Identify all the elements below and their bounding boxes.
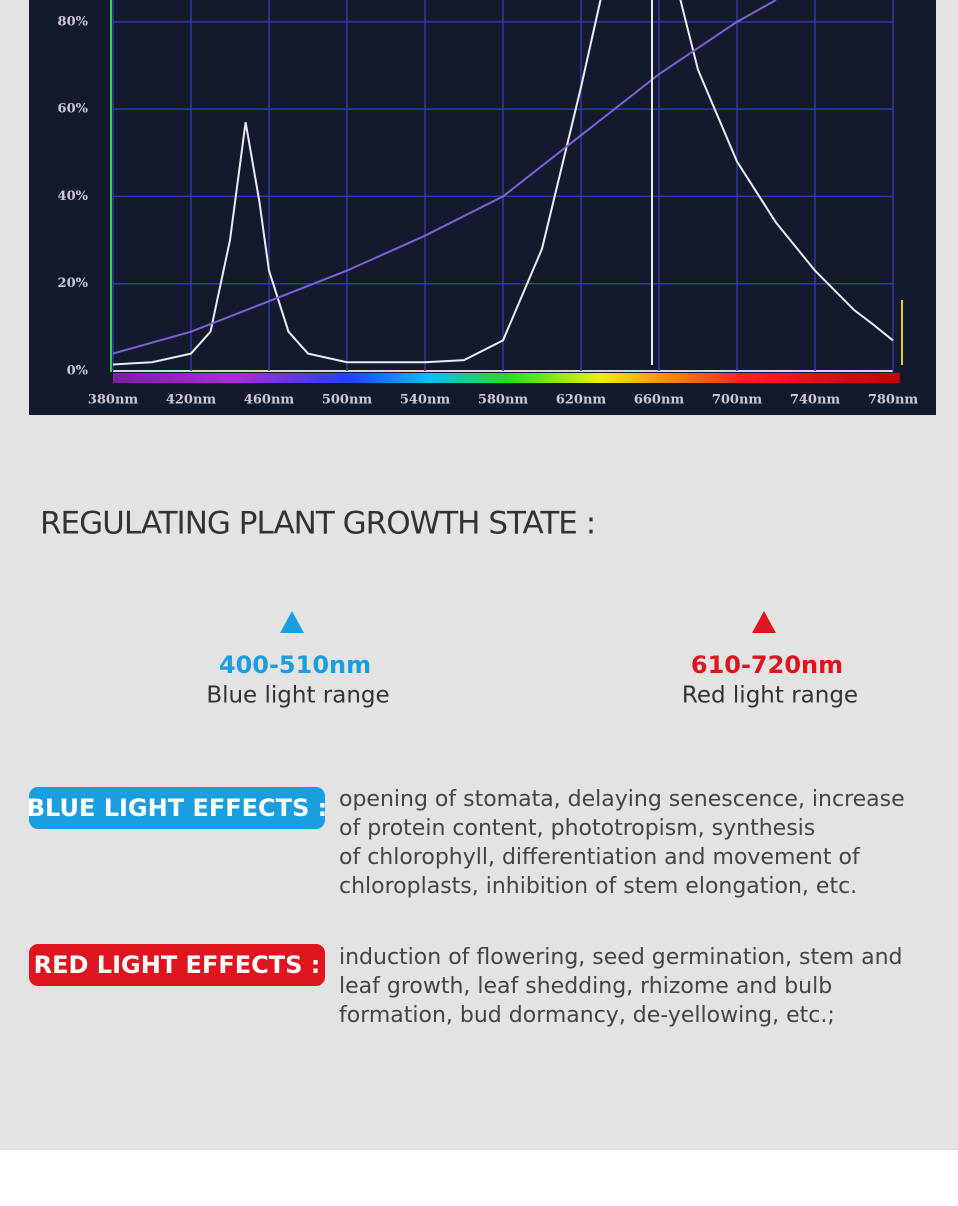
x-tick-label: 380nm bbox=[88, 393, 139, 408]
chart: 0% 20% 40% 60% 80% 380nm 420nm 460nm 500nm 540nm 5… bbox=[58, 0, 919, 408]
effect-line: chloroplasts, inhibition of stem elongat… bbox=[339, 874, 857, 899]
heading: REGULATING PLANT GROWTH STATE : bbox=[40, 506, 595, 542]
y-tick-label: 20% bbox=[58, 276, 89, 291]
x-tick-label: 780nm bbox=[868, 393, 919, 408]
series-line bbox=[112, 0, 894, 366]
blue-range-label: Blue light range bbox=[206, 683, 389, 709]
x-tick-label: 700nm bbox=[712, 393, 763, 408]
x-tick-label: 460nm bbox=[244, 393, 295, 408]
red-effects-title: RED LIGHT EFFECTS : bbox=[34, 951, 321, 979]
effect-line: of protein content, phototropism, synthe… bbox=[339, 816, 815, 841]
effect-line: opening of stomata, delaying senescence,… bbox=[339, 787, 905, 812]
effect-line: of chlorophyll, differentiation and move… bbox=[339, 845, 861, 870]
y-tick-label: 40% bbox=[58, 189, 89, 204]
x-tick-label: 740nm bbox=[790, 393, 841, 408]
x-tick-label: 620nm bbox=[556, 393, 607, 408]
series-line bbox=[112, 0, 777, 355]
spectrum-bar bbox=[113, 373, 900, 383]
red-range-label: Red light range bbox=[682, 683, 858, 709]
blue-triangle bbox=[280, 611, 304, 633]
y-tick-label: 0% bbox=[67, 364, 89, 379]
effect-line: formation, bud dormancy, de-yellowing, e… bbox=[339, 1003, 835, 1028]
effect-line: induction of flowering, seed germination… bbox=[339, 945, 902, 970]
red-triangle bbox=[752, 611, 776, 633]
blue-badge bbox=[29, 787, 325, 829]
blue-range: 400-510nm bbox=[219, 651, 371, 679]
y-tick-label: 60% bbox=[58, 102, 89, 117]
y-tick-label: 80% bbox=[58, 14, 89, 29]
x-tick-label: 500nm bbox=[322, 393, 373, 408]
x-tick-label: 660nm bbox=[634, 393, 685, 408]
x-tick-label: 420nm bbox=[166, 393, 217, 408]
x-tick-label: 540nm bbox=[400, 393, 451, 408]
red-range: 610-720nm bbox=[691, 651, 843, 679]
x-tick-label: 580nm bbox=[478, 393, 529, 408]
red-badge bbox=[29, 944, 325, 986]
effects-text: opening of stomata, delaying senescence,… bbox=[339, 787, 905, 1028]
effect-line: leaf growth, leaf shedding, rhizome and … bbox=[339, 974, 832, 999]
blue-effects-title: BLUE LIGHT EFFECTS : bbox=[27, 794, 328, 822]
